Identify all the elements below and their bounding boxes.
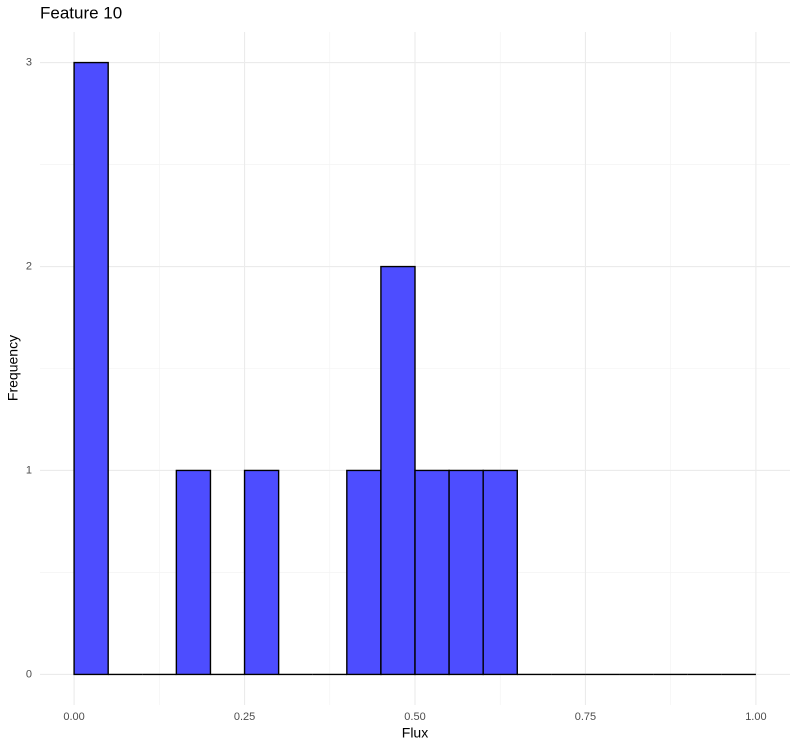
y-tick-label: 1 [26, 464, 32, 476]
x-tick-label: 0.25 [234, 711, 255, 723]
bar [448, 469, 484, 676]
y-tick-label: 0 [26, 668, 32, 680]
bar [380, 265, 416, 676]
bar [243, 469, 280, 676]
x-tick-label: 0.00 [63, 711, 84, 723]
bar [73, 61, 109, 676]
y-tick-label: 2 [26, 260, 32, 272]
bar [175, 469, 212, 676]
x-tick-label: 0.50 [404, 711, 425, 723]
y-axis-label: Frequency [5, 335, 21, 401]
x-tick-label: 0.75 [575, 711, 596, 723]
bar [346, 469, 382, 676]
chart-title: Feature 10 [40, 3, 122, 22]
bar [482, 469, 518, 676]
x-tick-label: 1.00 [745, 711, 766, 723]
x-axis-label: Flux [402, 725, 428, 741]
bar [414, 469, 450, 676]
y-tick-label: 3 [26, 56, 32, 68]
